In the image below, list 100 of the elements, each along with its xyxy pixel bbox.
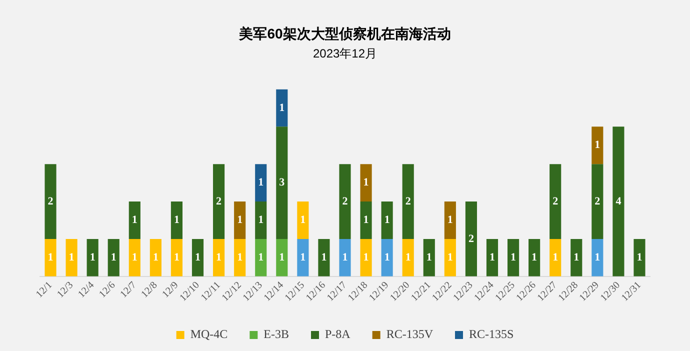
data-label: 1 [363, 252, 369, 264]
data-label: 2 [552, 195, 559, 208]
chart-subtitle: 2023年12月 [312, 46, 378, 60]
bar [170, 202, 183, 239]
data-label: 1 [258, 176, 264, 189]
bar [44, 164, 56, 239]
data-label: 1 [574, 252, 580, 264]
data-label: 1 [110, 252, 116, 264]
bar [234, 238, 246, 276]
bar [86, 238, 98, 276]
bar [465, 202, 477, 276]
data-label: 1 [426, 252, 432, 264]
bar [444, 238, 456, 276]
data-label: 1 [594, 139, 600, 152]
legend-label: MQ-4C [190, 327, 228, 342]
bar [213, 238, 225, 276]
data-label: 4 [616, 195, 622, 208]
bar [612, 126, 624, 276]
bar [255, 238, 267, 276]
x-tick-label: 12/9 [160, 280, 181, 300]
bar [170, 238, 183, 276]
data-label: 1 [90, 252, 96, 264]
data-label: 1 [216, 252, 222, 264]
bar [44, 238, 56, 276]
data-label: 1 [447, 252, 453, 264]
data-label: 2 [405, 195, 412, 208]
data-label: 2 [216, 195, 222, 208]
data-label: 1 [237, 252, 243, 264]
data-label: 1 [132, 252, 138, 264]
bar [592, 164, 604, 239]
bar [297, 202, 309, 239]
bar [360, 238, 372, 276]
data-label: 1 [636, 252, 642, 264]
data-label: 1 [48, 252, 54, 264]
data-label: 1 [279, 252, 285, 264]
data-label: 1 [384, 214, 390, 226]
bar [150, 238, 162, 276]
chart-title: 美军60架次大型侦察机在南海活动 [238, 25, 451, 42]
bar [276, 238, 288, 276]
bar [634, 238, 646, 276]
data-label: 2 [48, 195, 54, 208]
bar [339, 238, 351, 276]
data-label: 1 [594, 252, 600, 264]
data-label: 1 [68, 252, 74, 264]
bar [318, 238, 330, 276]
x-tick-label: 12/8 [139, 280, 160, 300]
data-label: 1 [300, 214, 306, 226]
bar [592, 238, 604, 276]
bar [276, 89, 288, 127]
bar [402, 164, 414, 239]
data-label: 1 [447, 214, 453, 226]
data-label: 1 [174, 252, 180, 264]
x-tick-label: 12/6 [97, 280, 118, 300]
data-label: 1 [510, 252, 516, 264]
bar [360, 202, 372, 239]
bar [592, 126, 604, 164]
legend-label: RC-135V [386, 327, 434, 342]
data-label: 2 [594, 195, 601, 208]
x-tick-label: 12/4 [76, 280, 97, 300]
data-label: 1 [300, 252, 306, 264]
legend-label: P-8A [324, 327, 351, 342]
bar [108, 238, 120, 276]
data-label: 3 [279, 176, 286, 189]
bar [381, 202, 393, 239]
bar [276, 126, 288, 239]
data-label: 1 [342, 252, 348, 264]
bar [128, 238, 140, 276]
data-label: 2 [342, 195, 348, 208]
bar [297, 238, 309, 276]
bar [570, 238, 582, 276]
bar [486, 238, 498, 276]
data-label: 1 [258, 214, 264, 226]
bar [234, 202, 246, 239]
bar [402, 238, 414, 276]
data-label: 1 [152, 252, 158, 264]
bar [255, 164, 267, 202]
bar [444, 202, 456, 239]
bar [192, 238, 204, 276]
data-label: 1 [552, 252, 558, 264]
bar [66, 238, 78, 276]
x-tick-label: 12/3 [55, 280, 76, 300]
bar [128, 202, 140, 239]
x-tick-label: 12/1 [34, 280, 54, 300]
data-label: 1 [363, 214, 369, 226]
data-label: 1 [405, 252, 411, 264]
legend-label: RC-135S [468, 327, 514, 342]
bar [507, 238, 520, 276]
data-label: 1 [195, 252, 201, 264]
bar [550, 164, 562, 239]
bar [550, 238, 562, 276]
bar [339, 164, 351, 239]
data-label: 1 [132, 214, 138, 226]
bar [255, 202, 267, 239]
data-label: 1 [384, 252, 390, 264]
data-label: 1 [532, 252, 538, 264]
legend-label: E-3B [264, 327, 290, 342]
bar [528, 238, 540, 276]
data-label: 1 [489, 252, 495, 264]
data-label: 1 [258, 252, 264, 264]
data-label: 1 [363, 176, 369, 189]
